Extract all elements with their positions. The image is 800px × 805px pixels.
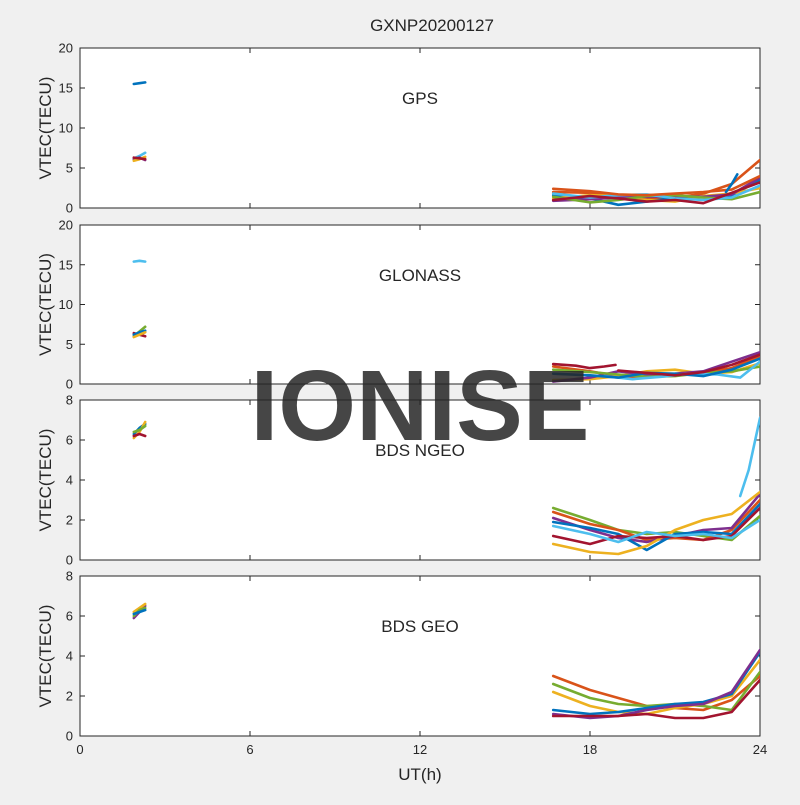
y-tick-label: 0 [66,377,73,392]
watermark: IONISE [251,350,590,462]
x-tick-label: 0 [76,742,83,757]
series-line [132,329,147,336]
series-line [132,608,147,616]
panel-label: GPS [402,89,438,108]
series-line [551,181,760,205]
panel-1: 0 5 10 15 20 GLONASS VTEC(TECU) [36,218,761,392]
series-line [738,416,760,498]
series-line [724,173,739,194]
series-line [132,602,147,614]
series-line [551,658,760,716]
y-tick-label: 0 [66,201,73,216]
series-group [132,81,760,207]
figure-title: GXNP20200127 [370,16,494,35]
series-line [551,648,760,720]
series-line [132,259,147,263]
y-axis-label: VTEC(TECU) [36,77,55,180]
series-line [132,432,147,438]
y-tick-label: 0 [66,553,73,568]
panel-label: BDS GEO [381,617,458,636]
y-tick-label: 6 [66,433,73,448]
y-tick-label: 20 [59,41,73,56]
panel-2: 0 2 4 6 8 BDS NGEO VTEC(TECU) [36,393,761,568]
y-tick-label: 6 [66,609,73,624]
x-tick-label: 6 [246,742,253,757]
series-line [551,158,760,200]
x-tick-label: 12 [413,742,427,757]
y-tick-label: 8 [66,393,73,408]
series-group [132,259,760,383]
y-tick-label: 20 [59,218,73,233]
y-tick-label: 2 [66,513,73,528]
series-group [132,416,760,556]
panel-label: GLONASS [379,266,461,285]
y-axis-label: VTEC(TECU) [36,429,55,532]
x-tick-label: 18 [583,742,597,757]
y-tick-label: 15 [59,257,73,272]
series-line [132,331,147,339]
series-line [617,353,760,377]
y-tick-label: 10 [59,121,73,136]
plot-area [79,224,761,385]
series-line [551,678,760,720]
x-tick-label: 24 [753,742,767,757]
plot-area [79,47,761,209]
panel-label: BDS NGEO [375,441,465,460]
y-tick-label: 5 [66,161,73,176]
y-tick-label: 4 [66,473,73,488]
y-axis-label: VTEC(TECU) [36,253,55,356]
series-line [132,81,147,86]
y-tick-label: 8 [66,569,73,584]
series-line [551,362,617,370]
panels: 05101520GPSVTEC(TECU)05101520GLONASSVTEC… [36,41,767,758]
y-tick-label: 2 [66,689,73,704]
series-group [132,602,760,720]
y-axis-label: VTEC(TECU) [36,605,55,708]
series-line [132,156,147,161]
panel-0: 0 5 10 15 20 GPS VTEC(TECU) [36,41,761,216]
y-tick-label: 5 [66,337,73,352]
series-line [551,502,760,552]
y-tick-label: 15 [59,81,73,96]
y-tick-label: 10 [59,297,73,312]
series-line [551,518,760,544]
y-tick-label: 0 [66,729,73,744]
series-line [132,424,147,434]
x-axis-label: UT(h) [398,765,441,784]
y-tick-label: 4 [66,649,73,664]
